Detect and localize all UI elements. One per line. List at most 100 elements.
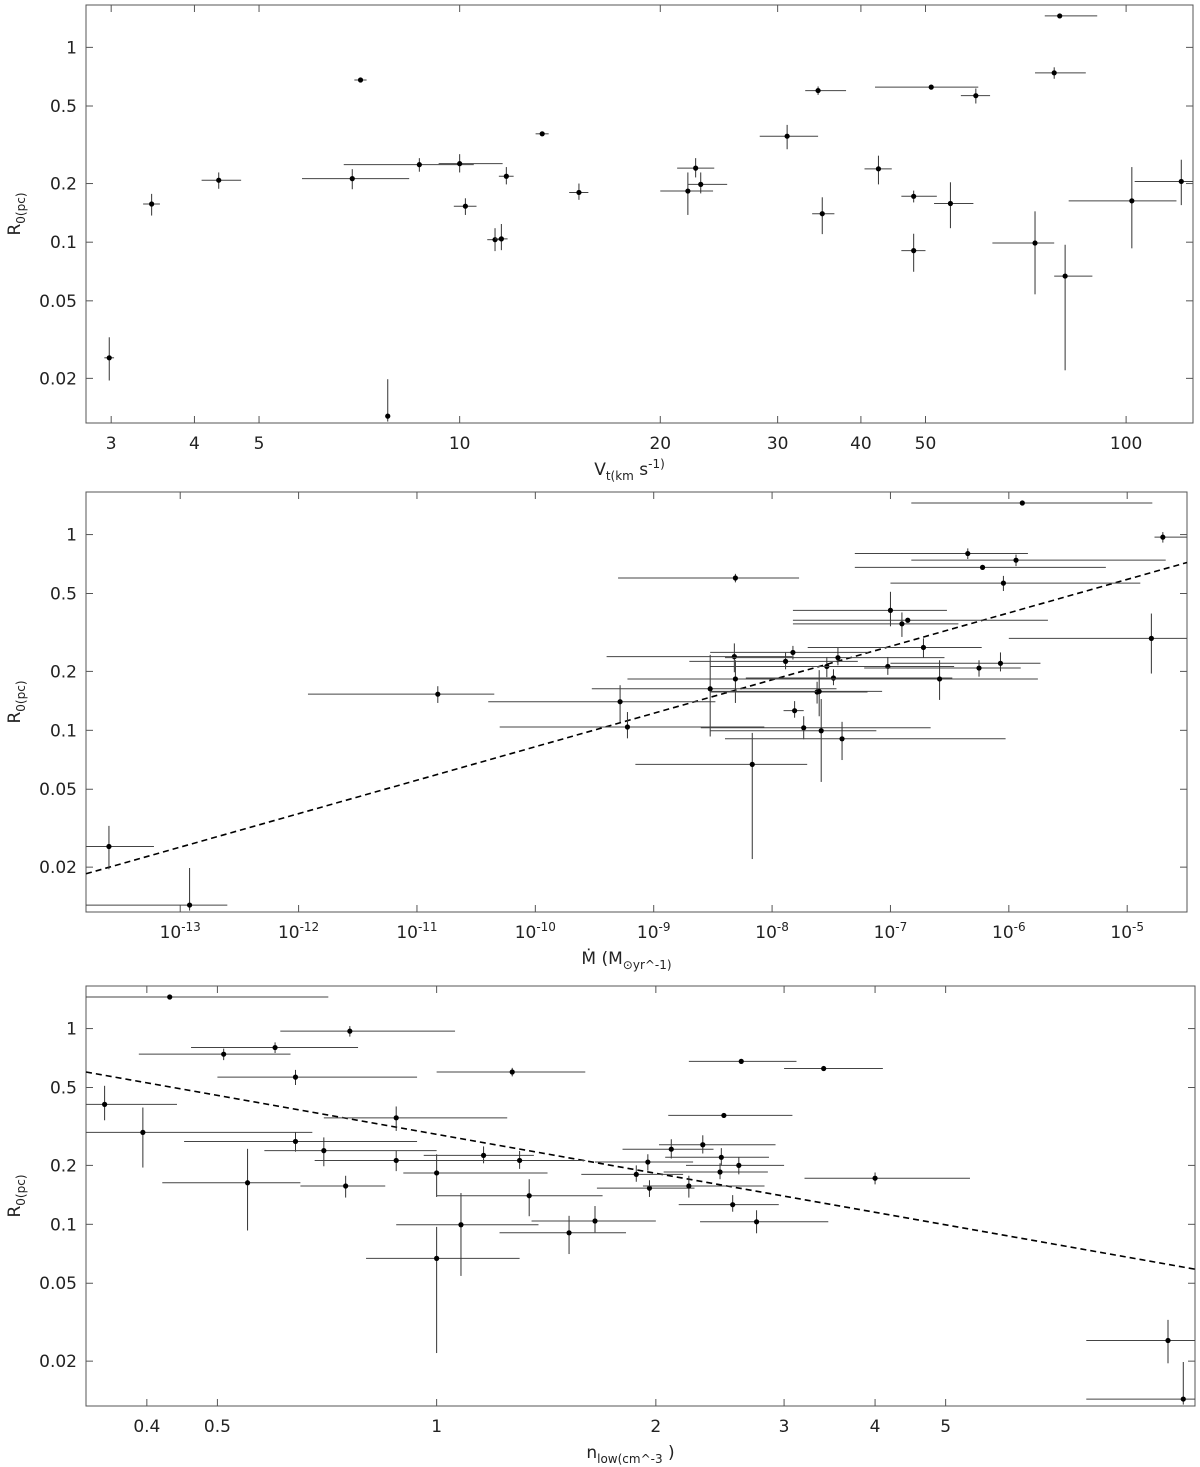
x-tick-label: 4 — [870, 1417, 881, 1437]
marker — [462, 203, 468, 209]
data-point — [934, 182, 974, 229]
marker — [1180, 1396, 1186, 1402]
data-point — [805, 86, 847, 95]
data-point — [700, 716, 931, 740]
marker — [526, 1193, 532, 1199]
data-point — [438, 154, 503, 173]
data-point — [323, 1106, 508, 1131]
data-point — [724, 647, 945, 666]
marker — [357, 77, 364, 83]
y-tick-label: 0.5 — [50, 97, 77, 117]
plot-frame — [85, 491, 1188, 913]
marker — [435, 691, 441, 697]
marker — [730, 1202, 736, 1208]
data-point — [960, 88, 991, 104]
y-tick-label: 0.05 — [39, 1274, 77, 1294]
data-point — [495, 223, 508, 251]
marker — [685, 188, 691, 194]
marker — [911, 248, 917, 254]
marker — [221, 1051, 227, 1057]
y-axis-title: R0(pc) — [5, 192, 28, 235]
data-point — [864, 155, 892, 185]
marker — [102, 1101, 108, 1107]
data-point — [1044, 13, 1098, 19]
y-axis-title: R0(pc) — [5, 1174, 28, 1217]
data-point — [343, 158, 474, 172]
marker — [106, 355, 112, 361]
data-point — [466, 1150, 586, 1169]
data-point — [710, 681, 868, 704]
marker — [911, 193, 917, 199]
y-tick-label: 1 — [66, 526, 77, 546]
marker — [815, 87, 821, 94]
data-point — [854, 564, 1106, 570]
data-point — [618, 573, 800, 583]
marker — [646, 1185, 653, 1191]
marker — [686, 1183, 692, 1189]
marker — [830, 675, 837, 681]
marker — [1160, 534, 1166, 540]
marker — [1000, 580, 1007, 586]
y-tick-label: 0.2 — [50, 1156, 77, 1176]
data-point — [280, 1026, 456, 1037]
data-point — [658, 1135, 776, 1154]
x-tick-label: 1 — [431, 1417, 442, 1437]
marker — [875, 166, 882, 172]
y-tick-label: 0.5 — [50, 584, 77, 604]
y-tick-label: 0.02 — [39, 369, 77, 389]
x-tick-label: 10-6 — [992, 920, 1026, 943]
data-point — [191, 1042, 359, 1054]
data-point — [890, 575, 1141, 591]
x-tick-label: 10-11 — [396, 920, 437, 943]
marker — [645, 1159, 651, 1165]
data-point — [453, 198, 477, 215]
marker — [749, 761, 755, 767]
data-point — [627, 660, 869, 703]
y-tick-label: 0.02 — [39, 1352, 77, 1372]
data-point — [498, 167, 514, 185]
marker — [819, 211, 825, 217]
data-point — [678, 1195, 779, 1212]
marker — [790, 649, 796, 656]
marker — [979, 564, 986, 570]
x-tick-label: 20 — [649, 434, 671, 454]
marker — [887, 607, 894, 613]
marker — [1165, 1337, 1171, 1344]
marker — [1178, 178, 1184, 185]
data-point — [710, 699, 877, 782]
plot-frame — [85, 985, 1196, 1407]
marker — [976, 665, 982, 671]
marker — [458, 1222, 464, 1228]
marker — [801, 725, 807, 731]
data-point — [307, 686, 495, 703]
marker — [167, 994, 173, 1000]
data-point — [162, 1148, 301, 1231]
marker — [517, 1157, 523, 1164]
x-tick-label: 0.4 — [133, 1417, 160, 1437]
marker — [872, 1175, 878, 1181]
data-point — [792, 617, 1048, 623]
data-point — [663, 1163, 768, 1180]
data-point — [635, 732, 808, 860]
marker — [721, 1112, 727, 1119]
data-point — [685, 1157, 785, 1175]
marker — [920, 644, 927, 651]
x-axis-title: Ṁ (M⊙yr^-1) — [581, 948, 671, 972]
y-tick-label: 1 — [66, 1020, 77, 1040]
marker — [186, 902, 193, 908]
marker — [707, 686, 713, 692]
marker — [753, 1219, 760, 1225]
marker — [732, 676, 739, 682]
data-point — [1086, 1361, 1195, 1405]
data-point — [596, 1180, 695, 1197]
x-tick-label: 2 — [650, 1417, 661, 1437]
data-point — [1054, 244, 1093, 371]
marker — [617, 699, 623, 705]
marker — [140, 1129, 146, 1135]
data-point — [812, 197, 835, 235]
marker — [936, 676, 943, 682]
x-tick-label: 30 — [767, 434, 789, 454]
marker — [1019, 500, 1025, 506]
data-point — [890, 652, 1041, 672]
